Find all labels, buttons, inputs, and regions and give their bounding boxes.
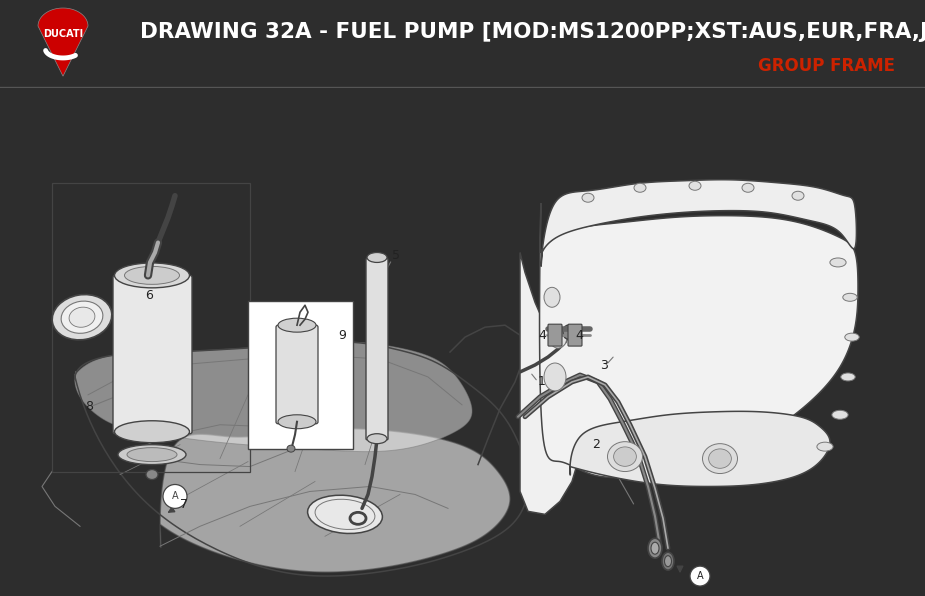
Text: 2: 2 [592,438,600,451]
FancyBboxPatch shape [113,275,192,434]
Ellipse shape [367,253,387,262]
Text: A: A [172,492,179,501]
FancyBboxPatch shape [276,325,318,424]
FancyBboxPatch shape [548,324,562,346]
Text: 1: 1 [538,375,546,389]
Ellipse shape [662,552,674,570]
Ellipse shape [613,447,636,466]
Text: 6: 6 [145,289,153,302]
FancyBboxPatch shape [248,302,353,449]
FancyBboxPatch shape [366,259,388,440]
Text: 8: 8 [85,401,93,413]
Text: 7: 7 [180,498,188,511]
Ellipse shape [544,287,560,308]
Ellipse shape [146,470,158,480]
Ellipse shape [308,495,382,533]
Ellipse shape [843,293,857,302]
Ellipse shape [278,415,316,429]
Ellipse shape [792,191,804,200]
Ellipse shape [817,442,833,451]
Text: DRAWING 32A - FUEL PUMP [MOD:MS1200PP;XST:AUS,EUR,FRA,JAP]: DRAWING 32A - FUEL PUMP [MOD:MS1200PP;XS… [140,22,925,42]
Ellipse shape [832,410,848,419]
Text: 4: 4 [575,328,583,342]
Ellipse shape [118,445,186,464]
Circle shape [690,566,710,586]
Ellipse shape [608,442,643,471]
Text: DUCATI: DUCATI [43,29,83,39]
Ellipse shape [845,333,859,341]
Ellipse shape [651,542,659,554]
Text: 4: 4 [538,328,546,342]
Ellipse shape [367,434,387,443]
Ellipse shape [115,263,190,288]
Ellipse shape [709,449,732,468]
Ellipse shape [830,258,846,267]
Ellipse shape [689,181,701,190]
Ellipse shape [648,538,662,558]
Polygon shape [541,180,857,266]
Text: GROUP FRAME: GROUP FRAME [758,57,895,75]
Text: 5: 5 [392,249,400,262]
Ellipse shape [841,373,856,381]
Text: A: A [697,571,703,581]
Ellipse shape [69,307,95,327]
Polygon shape [160,429,510,572]
Ellipse shape [287,445,295,452]
Text: 9: 9 [338,328,346,342]
FancyBboxPatch shape [568,324,582,346]
Ellipse shape [563,325,573,339]
Ellipse shape [52,294,112,340]
Text: 3: 3 [600,359,608,371]
Polygon shape [38,8,88,76]
Ellipse shape [549,326,567,348]
Ellipse shape [582,193,594,202]
Circle shape [163,485,187,508]
Ellipse shape [125,266,179,284]
Ellipse shape [61,301,103,333]
Ellipse shape [278,318,316,332]
Ellipse shape [115,421,190,443]
Ellipse shape [664,555,672,567]
Ellipse shape [742,184,754,193]
Polygon shape [520,253,582,514]
Ellipse shape [634,184,646,193]
Polygon shape [539,203,858,477]
Ellipse shape [702,443,737,474]
Ellipse shape [127,448,177,461]
Polygon shape [75,342,472,452]
Ellipse shape [544,363,566,391]
Polygon shape [570,411,830,486]
